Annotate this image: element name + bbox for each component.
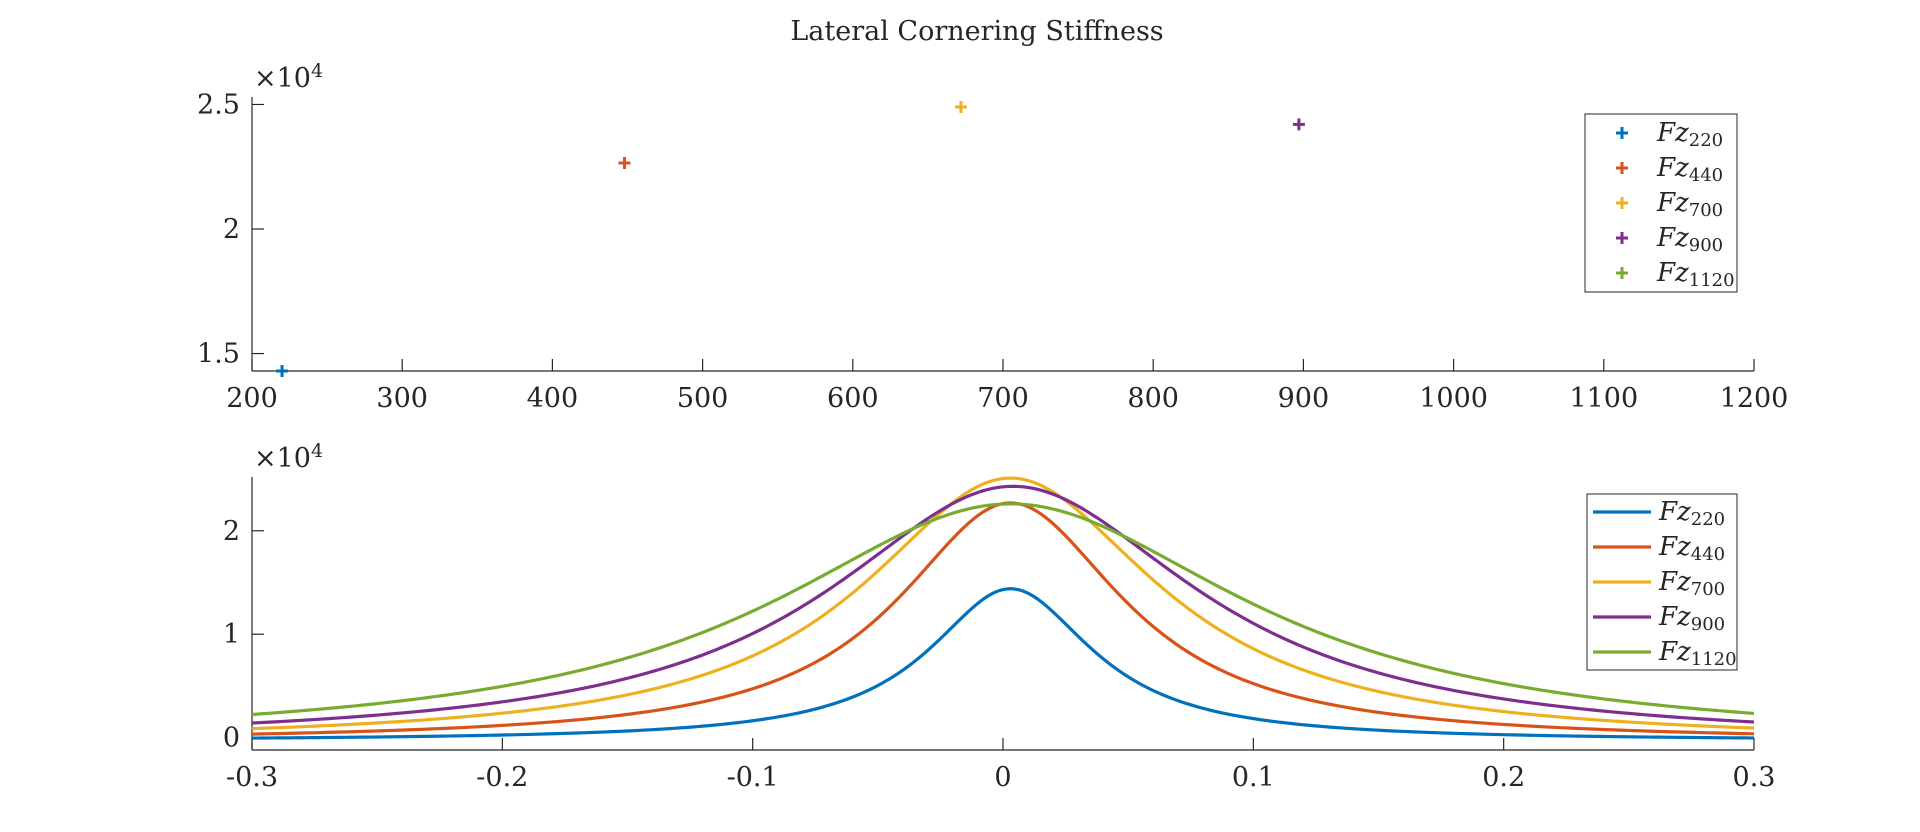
- legend-entry-1120: Fz1120: [1656, 258, 1735, 291]
- x-tick-label: 0.1: [1232, 762, 1275, 793]
- x-tick-label: -0.3: [226, 762, 278, 793]
- x-tick-label: 0.3: [1733, 762, 1776, 793]
- x-tick-label: -0.1: [727, 762, 779, 793]
- y-tick-label: 2: [223, 214, 240, 245]
- x-tick-label: 700: [977, 383, 1029, 414]
- legend-entry-1120: Fz1120: [1658, 637, 1737, 670]
- data-point-440: [618, 157, 631, 170]
- data-point-900: [1292, 118, 1305, 131]
- legend-marker-1120: [1616, 267, 1628, 279]
- y-tick-label: 0: [223, 723, 240, 754]
- x-tick-label: 400: [527, 383, 579, 414]
- series-line-700: [251, 476, 1755, 731]
- series-line-220: [251, 587, 1755, 740]
- x-tick-label: 500: [677, 383, 729, 414]
- x-tick-label: 1000: [1419, 383, 1488, 414]
- y-tick-label: 1.5: [197, 339, 240, 370]
- x-tick-label: 0: [994, 762, 1011, 793]
- data-point-700: [954, 100, 967, 113]
- x-tick-label: 1200: [1720, 383, 1789, 414]
- y-tick-label: 1: [223, 619, 240, 650]
- series-line-1120: [251, 502, 1755, 717]
- legend-entry-440: Fz440: [1658, 532, 1725, 565]
- x-tick-label: -0.2: [476, 762, 528, 793]
- y-tick-label: 2.5: [197, 89, 240, 120]
- legend-entry-700: Fz700: [1656, 188, 1723, 221]
- data-point-220: [276, 365, 289, 377]
- legend-entry-220: Fz220: [1658, 497, 1725, 530]
- x-tick-label: 800: [1127, 383, 1179, 414]
- legend-entry-220: Fz220: [1656, 118, 1723, 151]
- series-line-900: [251, 484, 1755, 725]
- y-exponent-label: ×104: [254, 440, 323, 474]
- legend-marker-900: [1616, 232, 1628, 244]
- x-tick-label: 1100: [1569, 383, 1638, 414]
- x-tick-label: 0.2: [1482, 762, 1525, 793]
- top-scatter-plot: 200 300 400 500 600 700 800 900 1000 1100 1200 1.5 2…: [197, 60, 1788, 414]
- series-line-440: [251, 501, 1755, 736]
- legend-entry-900: Fz900: [1658, 602, 1725, 635]
- figure-title: Lateral Cornering Stiffness: [790, 16, 1163, 47]
- x-tick-label: 300: [376, 383, 428, 414]
- y-exponent-label: ×104: [254, 60, 323, 94]
- legend-entry-900: Fz900: [1656, 223, 1723, 256]
- legend-box: [1584, 113, 1738, 293]
- x-tick-label: 200: [226, 383, 278, 414]
- x-tick-label: 900: [1278, 383, 1330, 414]
- x-tick-label: 600: [827, 383, 879, 414]
- legend-entry-440: Fz440: [1656, 153, 1723, 186]
- legend-marker-700: [1616, 197, 1628, 209]
- y-tick-label: 2: [223, 516, 240, 547]
- legend-entry-700: Fz700: [1658, 567, 1725, 600]
- legend-marker-440: [1616, 162, 1628, 174]
- legend-marker-220: [1616, 127, 1628, 139]
- bottom-line-plot: -0.3 -0.2 -0.1 0 0.1 0.2 0.3012×104Fz220Fz440F…: [223, 440, 1776, 793]
